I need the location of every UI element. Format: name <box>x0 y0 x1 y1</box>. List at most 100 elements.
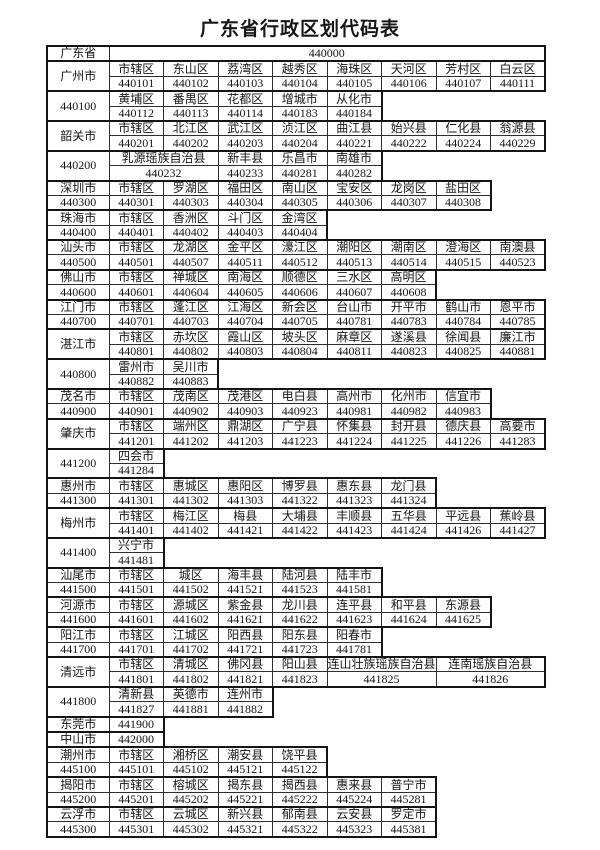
division-code-cell: 440401 <box>108 224 164 242</box>
filler-cell <box>436 151 491 166</box>
division-name-cell: 坡头区 <box>272 328 328 345</box>
division-code-cell: 441523 <box>272 582 328 599</box>
division-name-cell: 陆丰市 <box>326 566 383 584</box>
filler-cell <box>491 642 546 657</box>
division-name-cell: 龙湖区 <box>163 239 219 256</box>
division-code-cell: 441721 <box>217 641 273 659</box>
division-code-cell: 440511 <box>217 254 273 271</box>
division-code-cell: 441481 <box>108 552 165 569</box>
division-name-cell: 市辖区 <box>108 179 164 196</box>
division-code-cell: 440507 <box>163 254 219 271</box>
city-name-cell: 汕尾市 <box>46 566 110 584</box>
division-code-cell: 440883 <box>163 373 219 390</box>
filler-cell <box>327 463 382 478</box>
division-code-cell: 441202 <box>163 433 219 450</box>
division-code-cell: 440783 <box>381 314 437 331</box>
division-name-cell: 市辖区 <box>108 626 164 643</box>
filler-cell <box>436 463 491 478</box>
division-code-cell: 440881 <box>490 343 546 361</box>
division-code-cell: 440104 <box>272 75 328 93</box>
division-code-cell: 441601 <box>108 611 164 629</box>
division-name-cell: 始兴县 <box>381 119 437 137</box>
division-code-cell: 441302 <box>163 492 219 510</box>
division-code-cell: 440701 <box>108 314 164 331</box>
division-code-cell: 440202 <box>163 135 219 152</box>
division-code-cell: 440785 <box>490 314 546 331</box>
division-code-cell: 441323 <box>326 492 382 510</box>
division-code-cell: 440111 <box>490 75 546 93</box>
division-code-cell: 441226 <box>435 433 491 450</box>
division-name-cell: 金湾区 <box>272 209 328 226</box>
filler-cell <box>436 285 491 300</box>
division-name-cell: 南山区 <box>272 179 328 196</box>
filler-cell <box>273 687 328 702</box>
filler-cell <box>491 151 546 166</box>
division-name-cell: 阳东县 <box>272 626 328 643</box>
division-code-cell: 441624 <box>381 611 437 629</box>
filler-cell <box>436 732 491 747</box>
city-label-cell: 441800 <box>46 685 110 718</box>
division-name-cell: 北江区 <box>163 119 219 137</box>
division-name-cell: 潮南区 <box>381 239 437 256</box>
division-code-cell: 441502 <box>163 582 219 599</box>
filler-cell <box>273 553 328 568</box>
city-code-cell: 442000 <box>108 730 165 749</box>
filler-cell <box>164 553 219 568</box>
filler-cell <box>491 449 546 464</box>
division-name-cell: 盐田区 <box>435 179 492 196</box>
filler-cell <box>491 747 546 762</box>
city-code-cell: 441300 <box>46 492 110 510</box>
filler-cell <box>327 359 382 374</box>
division-code-cell: 440114 <box>217 105 273 122</box>
filler-cell <box>491 538 546 553</box>
filler-cell <box>436 568 491 583</box>
division-name-cell: 香洲区 <box>163 209 219 226</box>
division-code-cell: 441303 <box>217 492 273 510</box>
filler-cell <box>327 449 382 464</box>
division-code-cell: 440222 <box>381 135 437 152</box>
filler-cell <box>382 568 437 583</box>
filler-cell <box>382 747 437 762</box>
division-name-cell: 怀集县 <box>326 417 382 435</box>
division-name-cell: 斗门区 <box>217 209 273 226</box>
division-name-cell: 揭东县 <box>217 776 273 793</box>
filler-cell <box>436 538 491 553</box>
city-label-cell: 梅州市 <box>46 507 110 539</box>
division-name-cell: 濠江区 <box>272 239 328 256</box>
city-code-cell: 441700 <box>46 641 110 659</box>
division-name-cell: 罗定市 <box>381 805 437 823</box>
city-name-cell: 云浮市 <box>46 805 110 823</box>
division-name-cell: 新会区 <box>272 298 328 316</box>
filler-cell <box>491 404 546 419</box>
filler-cell <box>382 583 437 598</box>
filler-cell <box>436 374 491 389</box>
filler-cell <box>491 553 546 568</box>
division-code-cell: 440901 <box>108 403 164 420</box>
division-name-cell: 清城区 <box>163 656 219 673</box>
filler-cell <box>327 553 382 568</box>
division-code-cell: 445321 <box>217 821 273 838</box>
division-code-cell: 441224 <box>326 433 382 450</box>
filler-cell <box>491 762 546 777</box>
division-code-cell: 441723 <box>272 641 328 659</box>
filler-cell <box>382 359 437 374</box>
division-code-cell: 440784 <box>435 314 491 331</box>
filler-cell <box>436 478 491 493</box>
division-name-cell: 仁化县 <box>435 119 491 137</box>
division-code-cell: 440703 <box>163 314 219 331</box>
city-code-cell: 440900 <box>46 403 110 420</box>
city-name-cell: 江门市 <box>46 298 110 316</box>
division-name-cell: 海珠区 <box>326 60 382 77</box>
division-code-cell: 441602 <box>163 611 219 629</box>
filler-cell <box>382 762 437 777</box>
province-code: 440000 <box>108 44 546 63</box>
city-label-cell: 440100 <box>46 90 110 122</box>
filler-cell <box>382 627 437 642</box>
division-name-cell: 阳春市 <box>326 626 383 643</box>
filler-cell <box>491 627 546 642</box>
filler-cell <box>164 449 219 464</box>
city-code-cell: 440500 <box>46 254 110 271</box>
filler-cell <box>436 583 491 598</box>
filler-cell <box>436 553 491 568</box>
